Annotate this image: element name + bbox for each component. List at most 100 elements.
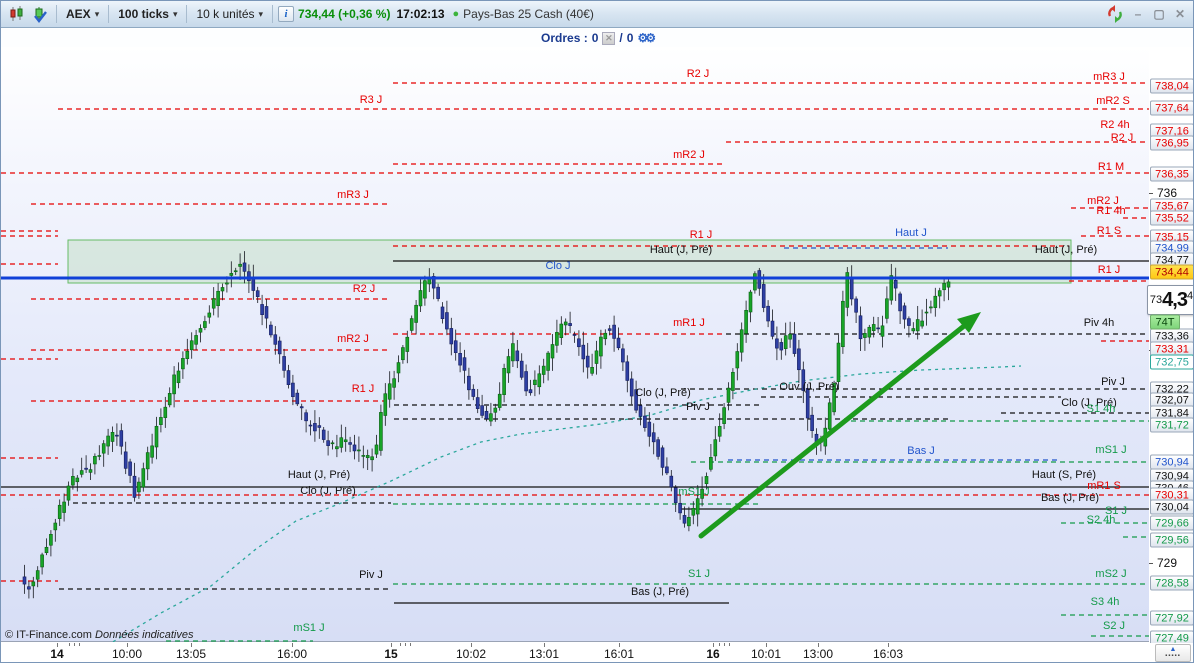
time-minor-tick [410,643,411,646]
time-tick [766,643,767,647]
price-level-box: 728,58 [1150,575,1193,591]
maximize-button[interactable]: ▢ [1153,7,1165,21]
time-minor-tick [724,643,725,646]
price-level-box: 733,31 [1150,341,1193,357]
time-axis-label: 13:05 [175,647,207,661]
time-axis-label: 15 [384,647,398,661]
price-level-box: 737,16 [1150,123,1193,139]
price-level-box: 731,72 [1150,417,1193,433]
toolbar-separator [56,5,57,23]
quote-time: 17:02:13 [396,7,445,21]
price-level-box: 730,94 [1150,454,1193,470]
time-minor-tick [69,643,70,646]
time-minor-tick [719,643,720,646]
volume-badge: 74T [1150,314,1180,330]
price-level-box: 738,04 [1150,78,1193,94]
time-tick [818,643,819,647]
price-level-box: 731,84 [1150,405,1193,421]
symbol-label: AEX [66,7,91,21]
cancel-orders-icon[interactable]: ✕ [602,31,616,45]
quantity-dropdown[interactable]: 10 k unités ▾ [192,5,267,23]
time-axis-label: 16:01 [603,647,635,661]
orders-count-active: 0 [591,31,599,45]
time-tick [57,643,58,647]
toolbar-separator [186,5,188,23]
time-axis-label: 10:02 [455,647,487,661]
price-axis[interactable]: 736733729738,04737,64737,16736,95736,357… [1147,47,1193,646]
time-axis-label: 10:01 [750,647,782,661]
time-minor-tick [405,643,406,646]
info-icon[interactable]: i [278,6,295,22]
time-minor-tick [79,643,80,646]
minimize-button[interactable]: – [1134,7,1142,21]
moving-average-line [111,365,1022,642]
price-level-box: 734,44 [1150,264,1193,280]
price-level-box: 730,04 [1150,499,1193,515]
trend-arrow [698,323,967,539]
candles [22,251,951,599]
time-axis-label: 14 [50,647,64,661]
time-tick [391,643,392,647]
pager-up-arrow-icon: ▲ [1169,646,1177,653]
price-level-box: 727,92 [1150,610,1193,626]
time-axis-label: 13:00 [802,647,834,661]
price-level-box: 736,35 [1150,166,1193,182]
price-level-box: 732,75 [1150,354,1193,370]
refresh-icon[interactable] [1105,5,1124,24]
last-quote: 734,44 (+0,36 %) [298,7,391,21]
axis-tick [1149,193,1153,194]
orders-label: Ordres : [541,31,588,45]
time-axis-label: 13:01 [528,647,560,661]
orders-bar: Ordres : 0 ✕ / 0 ⚙⚙ [1,29,1193,47]
period-label: 100 ticks [118,7,169,21]
time-axis[interactable]: ▲ ▪▪▪▪▪ 14 10:00 13:05 16:00 15 10:02 13:01 16:… [1,643,1193,662]
validate-chart-icon[interactable] [30,5,49,24]
axis-tick [1149,563,1153,564]
chevron-down-icon: ▾ [172,8,178,19]
refresh-icon-svg [1107,5,1122,23]
pager-dots-icon: ▪▪▪▪▪ [1165,653,1181,659]
time-axis-label: 16:00 [276,647,308,661]
price-level-box: 736,95 [1150,135,1193,151]
quantity-label: 10 k unités [196,7,255,21]
price-level-box: 729,56 [1150,532,1193,548]
instrument-name: Pays-Bas 25 Cash (40€) [463,7,594,21]
toolbar-separator [272,5,274,23]
orders-slash: / [619,31,623,45]
time-tick [127,643,128,647]
time-axis-label: 16:03 [872,647,904,661]
candlestick-style-icon[interactable] [7,5,26,24]
orders-settings-gear-icon[interactable]: ⚙⚙ [637,31,655,45]
chevron-down-icon: ▾ [94,8,100,19]
time-minor-tick [729,643,730,646]
chart-canvas [1,82,1149,642]
trend-arrow-head [957,312,981,333]
price-level-box: 732,07 [1150,392,1193,408]
time-axis-label: 16 [706,647,720,661]
price-level-box: 729,66 [1150,515,1193,531]
toolbar: AEX ▾ 100 ticks ▾ 10 k unités ▾ i 734,44… [1,1,1193,28]
time-tick [191,643,192,647]
time-minor-tick [74,643,75,646]
orders-count-pending: 0 [626,31,634,45]
symbol-dropdown[interactable]: AEX ▾ [62,5,103,23]
axis-tick-label: 729 [1157,556,1178,570]
scroll-pager-button[interactable]: ▲ ▪▪▪▪▪ [1155,644,1191,662]
axis-tick-label: 736 [1157,186,1178,200]
market-open-dot-icon: ● [452,8,460,20]
price-level-box: 735,52 [1150,210,1193,226]
time-tick [292,643,293,647]
time-tick [888,643,889,647]
time-tick [471,643,472,647]
time-tick [619,643,620,647]
toolbar-separator [108,5,110,23]
period-dropdown[interactable]: 100 ticks ▾ [114,5,181,23]
time-tick [544,643,545,647]
time-axis-label: 10:00 [111,647,143,661]
close-button[interactable]: ✕ [1174,7,1186,21]
validate-chart-icon-svg [34,6,47,23]
chevron-down-icon: ▾ [258,8,264,19]
price-level-box: 737,64 [1150,100,1193,116]
